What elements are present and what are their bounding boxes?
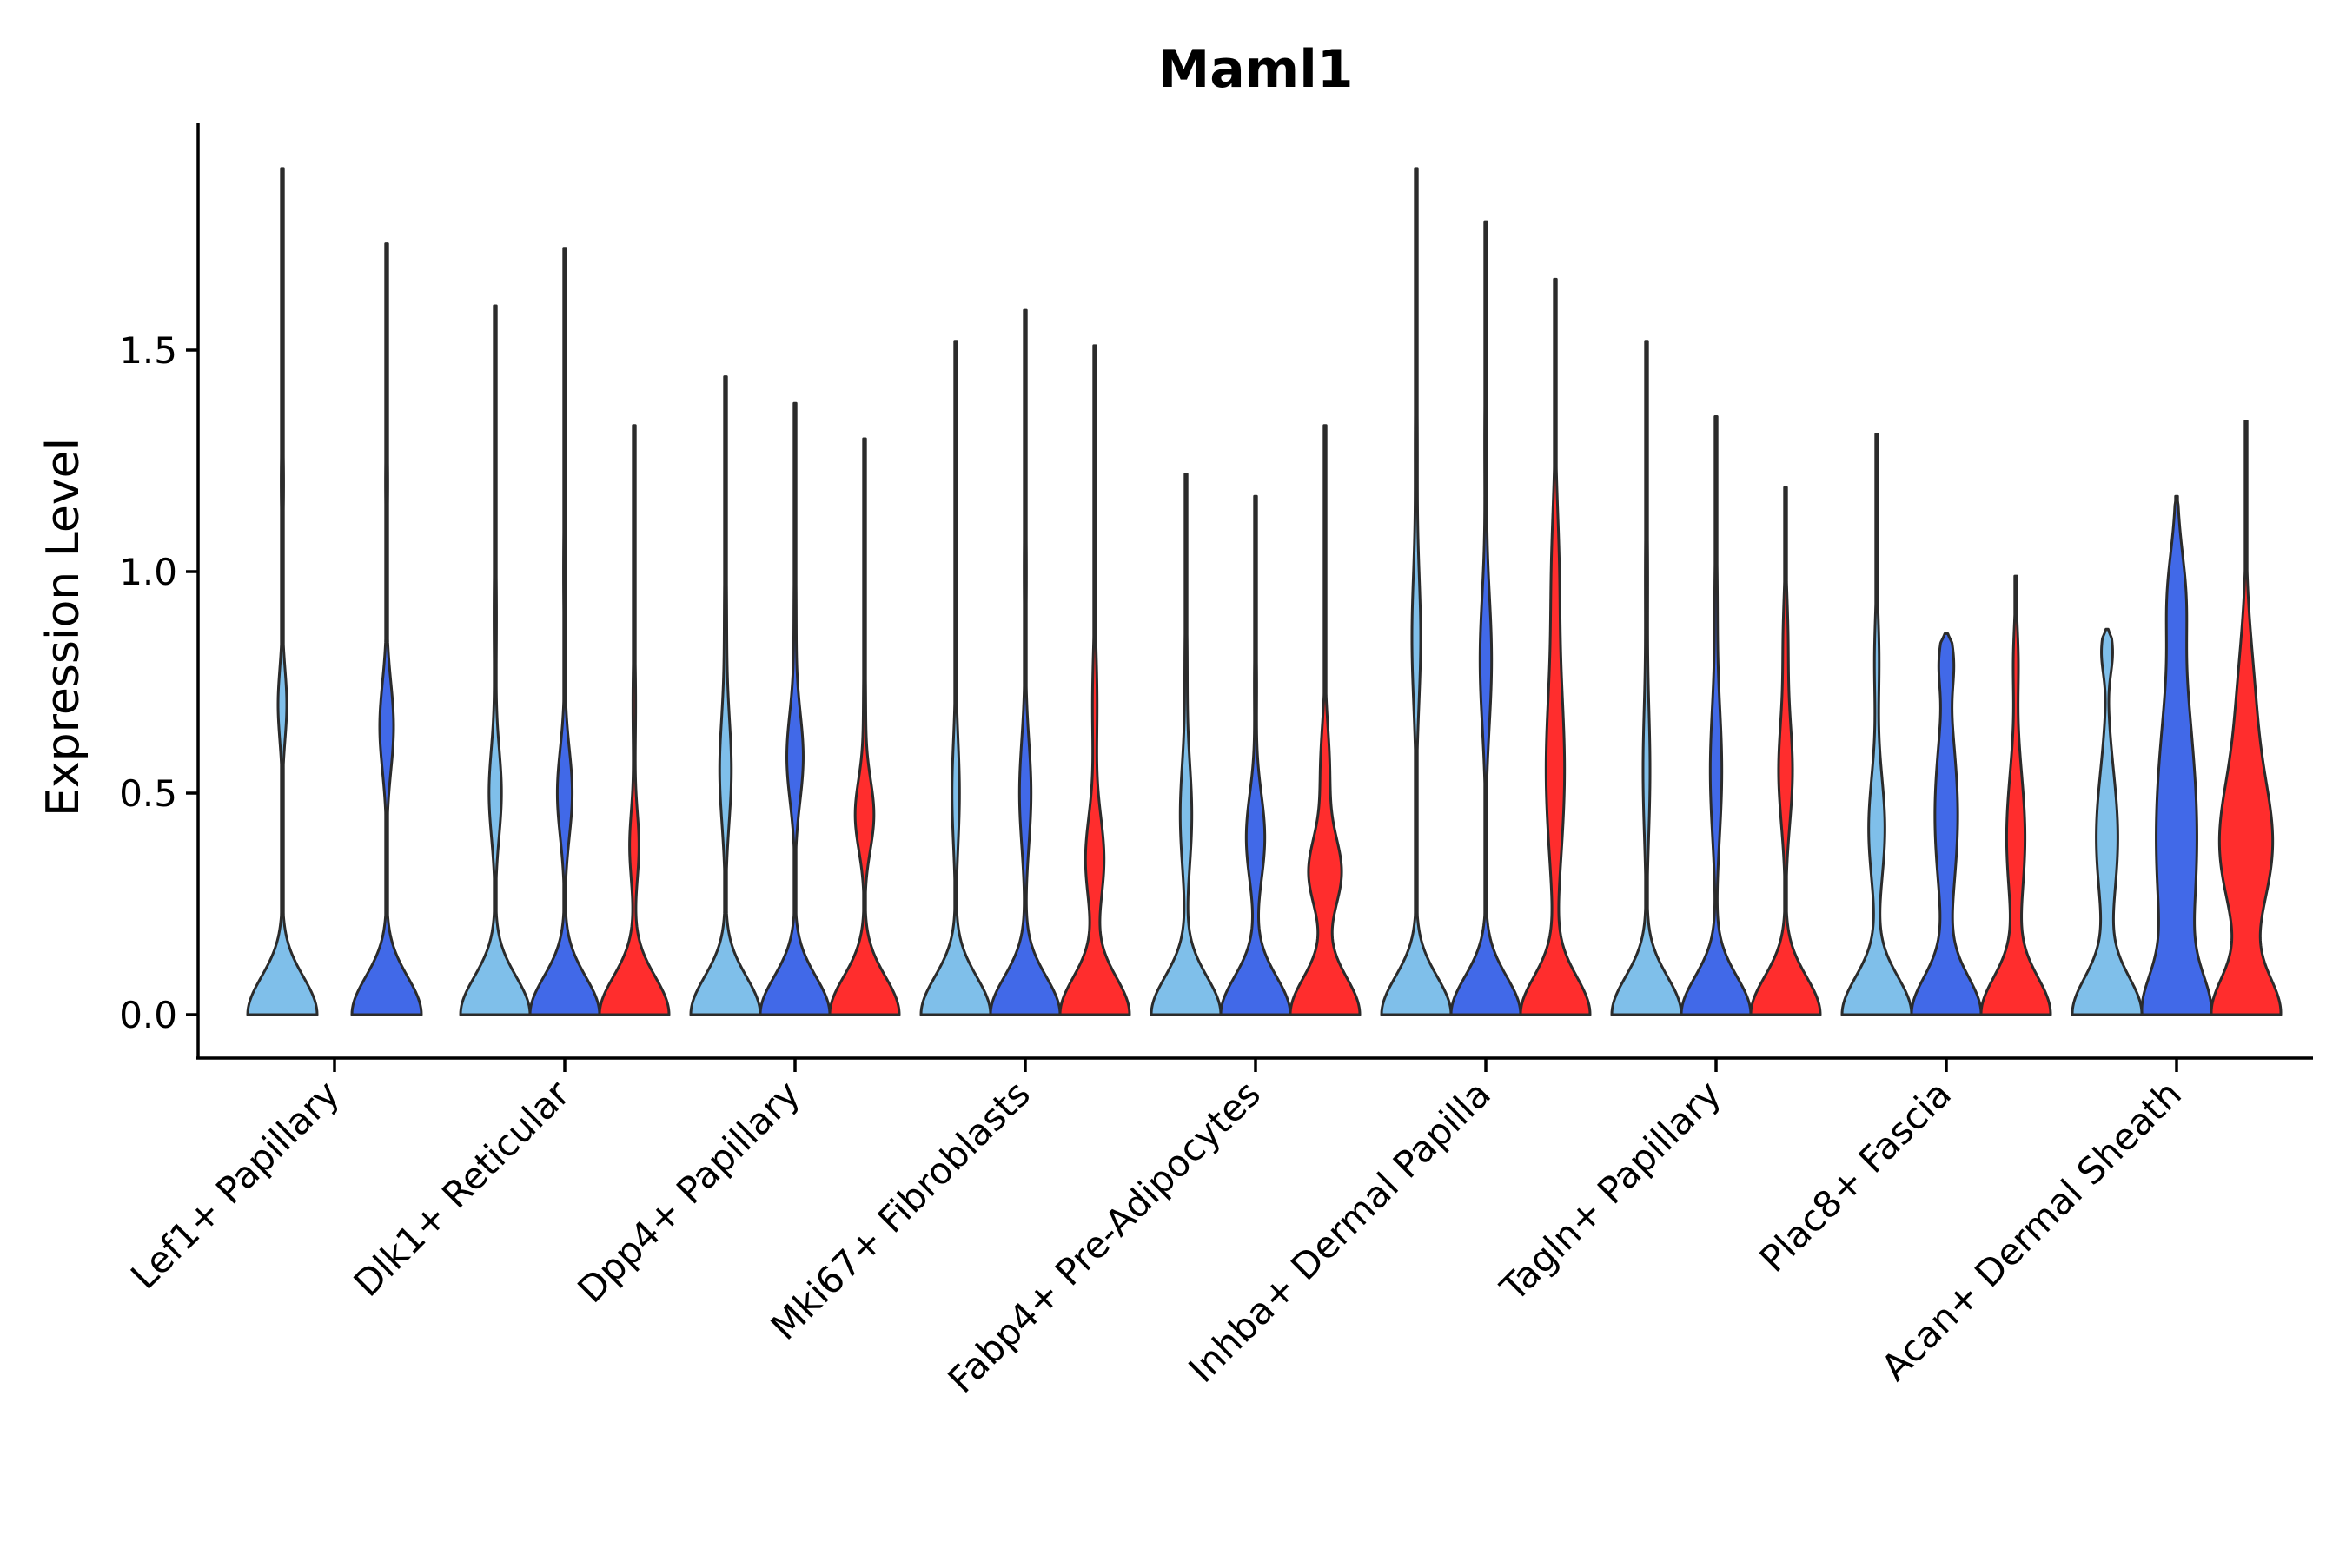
violin-acan-dermal-sheath-1 xyxy=(2071,627,2144,1016)
x-tick-label: Dpp4+ Papillary xyxy=(569,1072,808,1311)
violin-dpp4-papillary-3 xyxy=(828,437,901,1016)
violin-acan-dermal-sheath-3 xyxy=(2210,420,2283,1016)
violin-dpp4-papillary-1 xyxy=(689,375,762,1016)
violin-acan-dermal-sheath-2 xyxy=(2140,494,2213,1016)
violin-tagln-papillary-2 xyxy=(1680,415,1753,1016)
violin-dlk1-reticular-2 xyxy=(528,247,601,1016)
x-tick-label: Tagln+ Papillary xyxy=(1492,1072,1729,1309)
violin-dlk1-reticular-1 xyxy=(459,304,532,1016)
violin-dlk1-reticular-3 xyxy=(598,424,671,1016)
violin-plac8-fascia-2 xyxy=(1910,632,1983,1016)
violin-tagln-papillary-3 xyxy=(1749,486,1822,1016)
violin-mki67-fibroblasts-1 xyxy=(919,340,992,1016)
violin-fabp4-pre-adipocytes-1 xyxy=(1150,473,1223,1016)
y-tick-label: 1.0 xyxy=(119,551,177,593)
violin-mki67-fibroblasts-3 xyxy=(1058,344,1131,1016)
violin-inhba-dermal-papilla-3 xyxy=(1519,277,1592,1016)
violin-dpp4-papillary-2 xyxy=(759,401,832,1016)
x-tick-label: Dlk1+ Reticular xyxy=(346,1072,579,1305)
y-tick-label: 0.5 xyxy=(119,772,177,815)
violin-inhba-dermal-papilla-1 xyxy=(1380,167,1453,1016)
violin-plac8-fascia-3 xyxy=(1979,574,2052,1016)
violin-layer xyxy=(246,167,2283,1016)
y-tick-label: 0.0 xyxy=(119,994,177,1036)
violin-plac8-fascia-1 xyxy=(1840,433,1913,1016)
violin-inhba-dermal-papilla-2 xyxy=(1449,220,1522,1016)
violin-lef1-papillary-2 xyxy=(350,242,423,1016)
violin-tagln-papillary-1 xyxy=(1610,340,1683,1016)
x-tick-label: Lef1+ Papillary xyxy=(123,1072,348,1297)
y-tick-label: 1.5 xyxy=(119,329,177,372)
chart-title: Maml1 xyxy=(1157,39,1353,100)
violin-fabp4-pre-adipocytes-3 xyxy=(1289,424,1362,1016)
x-tick-label: Plac8+ Fascia xyxy=(1752,1072,1959,1280)
violin-fabp4-pre-adipocytes-2 xyxy=(1219,494,1292,1016)
y-ticks: 0.0 0.5 1.0 1.5 xyxy=(119,329,198,1036)
violin-lef1-papillary-1 xyxy=(246,167,319,1016)
x-tick-label: Mki67+ Fibroblasts xyxy=(763,1072,1038,1347)
y-axis-title: Expression Level xyxy=(37,438,89,817)
violin-mki67-fibroblasts-2 xyxy=(989,308,1062,1016)
